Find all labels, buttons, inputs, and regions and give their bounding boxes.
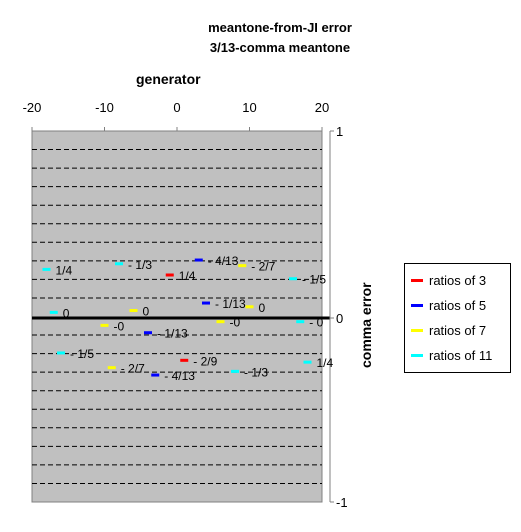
legend-item: ratios of 11 — [411, 345, 492, 365]
data-label: - 1/13 — [215, 297, 246, 311]
data-label: - 2/9 — [193, 354, 217, 368]
legend-label: ratios of 11 — [429, 347, 493, 363]
legend-label: ratios of 3 — [429, 272, 487, 288]
legend-label: ratios of 7 — [429, 322, 487, 338]
legend: ratios of 3 ratios of 5 ratios of 7 ratios … — [404, 263, 511, 373]
data-label: 0 — [63, 306, 70, 320]
data-label: -0 — [230, 316, 241, 330]
x-tick-label: -10 — [95, 100, 114, 115]
data-label: 0 — [259, 301, 266, 315]
chart-title: meantone-from-JI error — [208, 20, 352, 35]
data-label: - 1/5 — [302, 273, 326, 287]
data-label: - 1/3 — [244, 365, 268, 379]
legend-item: ratios of 7 — [411, 320, 486, 340]
legend-label: ratios of 5 — [429, 297, 487, 313]
legend-swatch — [411, 328, 423, 332]
y-tick-label: 1 — [336, 124, 343, 139]
data-label: - 1/13 — [157, 327, 188, 341]
x-tick-label: 0 — [173, 100, 180, 115]
y-tick-label: 0 — [336, 311, 343, 326]
data-label: 1/4 — [317, 356, 334, 370]
chart-subtitle: 3/13-comma meantone — [209, 40, 351, 55]
x-tick-label: -20 — [23, 100, 42, 115]
x-axis-title: generator — [136, 71, 201, 87]
legend-item: ratios of 5 — [411, 295, 486, 315]
legend-swatch — [411, 353, 423, 357]
legend-swatch — [411, 278, 423, 282]
legend-swatch — [411, 303, 423, 307]
data-label: - 1/5 — [70, 347, 94, 361]
x-tick-label: 10 — [242, 100, 256, 115]
data-label: - 2/7 — [121, 362, 145, 376]
data-label: - 1/3 — [128, 258, 152, 272]
data-label: 1/4 — [56, 263, 73, 277]
y-tick-label: -1 — [336, 495, 348, 510]
legend-item: ratios of 3 — [411, 270, 486, 290]
data-label: - 4/13 — [164, 369, 195, 383]
data-label: 1/4 — [179, 269, 196, 283]
data-label: 0 — [143, 305, 150, 319]
data-label: - 0 — [309, 316, 323, 330]
data-label: - 4/13 — [208, 254, 239, 268]
x-tick-label: 20 — [315, 100, 329, 115]
data-label: - 2/7 — [251, 260, 275, 274]
data-label: -0 — [114, 319, 125, 333]
